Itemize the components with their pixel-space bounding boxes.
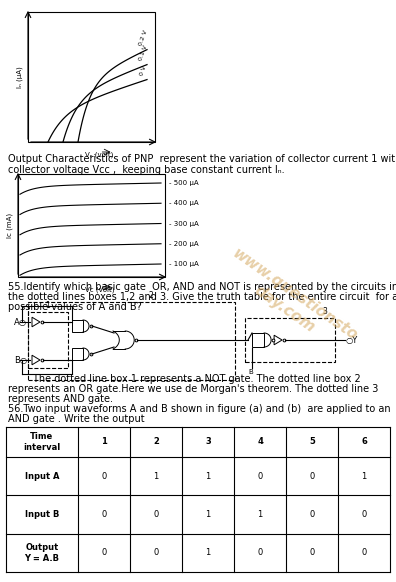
Text: - 200 μA: - 200 μA bbox=[169, 241, 199, 247]
Text: 0: 0 bbox=[101, 471, 107, 481]
Bar bbox=[252, 333, 264, 347]
Text: - 100 μA: - 100 μA bbox=[169, 261, 199, 267]
Text: the dotted lines boxes 1,2 and 3. Give the truth table for the entire circuit  f: the dotted lines boxes 1,2 and 3. Give t… bbox=[8, 292, 396, 302]
Text: 0: 0 bbox=[153, 548, 159, 558]
Text: 0: 0 bbox=[362, 548, 367, 558]
Text: 0 V: 0 V bbox=[139, 65, 147, 77]
Text: Output Characteristics of PNP  represent the variation of collector current 1 wi: Output Characteristics of PNP represent … bbox=[8, 154, 396, 164]
Text: collector voltage Vᴄᴄ ,  keeping base constant current Iₙ.: collector voltage Vᴄᴄ , keeping base con… bbox=[8, 165, 285, 175]
Text: 0: 0 bbox=[257, 548, 263, 558]
Text: 1: 1 bbox=[101, 438, 107, 446]
Text: 0: 0 bbox=[153, 510, 159, 519]
Bar bbox=[28, 312, 68, 368]
Text: 0.1 V: 0.1 V bbox=[138, 45, 148, 62]
Text: possible values of A and B?: possible values of A and B? bbox=[8, 302, 142, 312]
Text: - 300 μA: - 300 μA bbox=[169, 221, 199, 226]
Text: 0: 0 bbox=[362, 510, 367, 519]
Text: 3: 3 bbox=[323, 307, 327, 316]
Text: 0: 0 bbox=[309, 471, 315, 481]
Text: 2: 2 bbox=[148, 291, 153, 300]
Text: 1: 1 bbox=[206, 548, 211, 558]
Text: 0: 0 bbox=[257, 471, 263, 481]
Text: 0: 0 bbox=[101, 510, 107, 519]
Polygon shape bbox=[32, 355, 40, 365]
Text: 2: 2 bbox=[153, 438, 159, 446]
Text: Iₙ (μA): Iₙ (μA) bbox=[17, 66, 23, 88]
Text: represents AND gate.: represents AND gate. bbox=[8, 394, 113, 404]
Text: 1: 1 bbox=[46, 301, 50, 310]
Text: 1: 1 bbox=[257, 510, 263, 519]
Polygon shape bbox=[32, 317, 40, 327]
Text: Input A: Input A bbox=[25, 471, 59, 481]
Text: Output
Y = A.B: Output Y = A.B bbox=[25, 543, 59, 563]
Bar bbox=[28, 302, 235, 380]
Text: AND gate . Write the output: AND gate . Write the output bbox=[8, 414, 145, 424]
Text: 0: 0 bbox=[101, 548, 107, 558]
Text: - 500 μA: - 500 μA bbox=[169, 180, 199, 186]
Bar bbox=[72, 348, 83, 360]
Text: 0: 0 bbox=[309, 510, 315, 519]
Text: Vᴄ (volt): Vᴄ (volt) bbox=[85, 287, 114, 293]
Text: 1: 1 bbox=[206, 510, 211, 519]
Text: ○Y: ○Y bbox=[346, 335, 358, 345]
Text: 4: 4 bbox=[257, 438, 263, 446]
Text: 1: 1 bbox=[153, 471, 159, 481]
Bar bbox=[245, 318, 335, 362]
Text: represents an OR gate.Here we use de Morgan's theorem. The dotted line 3: represents an OR gate.Here we use de Mor… bbox=[8, 384, 378, 394]
Text: Time
interval: Time interval bbox=[23, 432, 61, 452]
Text: 1: 1 bbox=[206, 471, 211, 481]
Text: 5: 5 bbox=[309, 438, 315, 446]
Text: 56.Two input waveforms A and B shown in figure (a) and (b)  are applied to an: 56.Two input waveforms A and B shown in … bbox=[8, 404, 390, 414]
Text: B: B bbox=[248, 369, 253, 375]
Text: 55.Identify which basic gate  OR, AND and NOT is represented by the circuits in: 55.Identify which basic gate OR, AND and… bbox=[8, 282, 396, 292]
Text: A○: A○ bbox=[14, 318, 27, 327]
Text: 6: 6 bbox=[361, 438, 367, 446]
Text: - 400 μA: - 400 μA bbox=[169, 200, 199, 206]
Text: www.questionsto
day.com: www.questionsto day.com bbox=[220, 246, 360, 358]
Text: Vₙ (volt): Vₙ (volt) bbox=[85, 152, 114, 158]
Text: Iᴄ (mA): Iᴄ (mA) bbox=[7, 213, 13, 238]
Text: 0.2 V: 0.2 V bbox=[138, 30, 148, 47]
Bar bbox=[72, 320, 83, 332]
Text: B○: B○ bbox=[14, 356, 27, 364]
Polygon shape bbox=[274, 335, 282, 345]
Text: 3: 3 bbox=[205, 438, 211, 446]
Text: The dotted line box 1 represents a NOT gate. The dotted line box 2: The dotted line box 1 represents a NOT g… bbox=[8, 374, 361, 384]
Text: Input B: Input B bbox=[25, 510, 59, 519]
Text: 1: 1 bbox=[362, 471, 367, 481]
Text: 0: 0 bbox=[309, 548, 315, 558]
